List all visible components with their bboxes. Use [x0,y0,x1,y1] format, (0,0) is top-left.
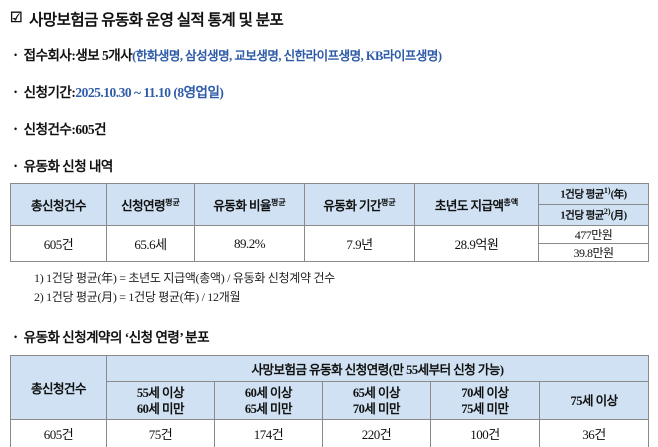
bullet-icon: • [14,124,17,134]
section-heading-text: 유동화 신청계약의 ‘신청 연령’ 분포 [23,330,210,346]
bullet-value: 605건 [75,122,107,137]
summary-table: 총신청건수 신청연령평균 유동화 비율평균 유동화 기간평균 초년도 지급액총액… [10,183,649,262]
th-age-group-span: 사망보험금 유동화 신청연령(만 55세부터 신청 가능) [105,355,650,383]
bullet-value: 2025.10.30 ~ 11.10 (8영업일) [75,85,224,100]
th-liquidation-period: 유동화 기간평균 [304,183,415,226]
th-total-applications: 총신청건수 [10,183,107,226]
bullet-liquidation-details-heading: • 유동화 신청 내역 [12,155,648,175]
th-average-age: 신청연령평균 [106,183,195,226]
cell-liquidation-ratio: 89.2% [194,225,305,262]
bullet-value: 생보 5개사 [75,48,133,63]
th-liquidation-ratio: 유동화 비율평균 [194,183,305,226]
th-first-year-payment: 초년도 지급액총액 [414,183,539,226]
footnote-2: 2) 1건당 평균(月) = 1건당 평균(年) / 12개월 [34,289,241,304]
bullet-label: 신청기간 [23,85,72,100]
th-total-applications: 총신청건수 [10,355,107,421]
bullet-icon: • [14,87,17,97]
th-age-70-75: 70세 이상 75세 미만 [430,381,540,421]
bullet-application-period: • 신청기간 : 2025.10.30 ~ 11.10 (8영업일) [12,81,648,101]
th-age-75-plus: 75세 이상 [538,381,650,421]
cell-average-age: 65.6세 [106,225,195,262]
cell-age-60-65: 174건 [214,419,323,447]
age-distribution-heading: • 유동화 신청계약의 ‘신청 연령’ 분포 [12,326,648,346]
bullet-received-companies: • 접수회사 : 생보 5개사 (한화생명, 삼성생명, 교보생명, 신한라이프… [12,44,648,64]
footnotes: 1) 1건당 평균(年) = 초년도 지급액(총액) / 유동화 신청계약 건수… [34,269,648,306]
bullet-label: 접수회사 [23,48,72,63]
cell-age-70-75: 100건 [430,419,540,447]
cell-age-65-70: 220건 [322,419,431,447]
bullet-separator: : [71,85,76,100]
cell-first-year-payment: 28.9억원 [414,225,539,262]
bullet-icon: • [14,332,17,343]
footnote-1: 1) 1건당 평균(年) = 초년도 지급액(총액) / 유동화 신청계약 건수 [34,271,335,285]
th-age-60-65: 60세 이상 65세 미만 [214,381,323,421]
cell-per-case-average-month: 39.8만원 [538,243,649,262]
cell-total-applications: 605건 [10,225,107,262]
cell-per-case-average-year: 477만원 [538,225,649,244]
bullet-label: 신청건수 [23,122,72,137]
cell-age-55-60: 75건 [106,419,215,447]
bullet-separator: : [71,48,76,63]
section-heading-text: 유동화 신청 내역 [23,159,114,174]
age-distribution-table: 총신청건수 사망보험금 유동화 신청연령(만 55세부터 신청 가능) 55세 … [10,355,650,447]
bullet-detail: (한화생명, 삼성생명, 교보생명, 신한라이프생명, KB라이프생명) [132,49,442,63]
th-age-65-70: 65세 이상 70세 미만 [322,381,431,421]
bullet-application-count: • 신청건수 : 605건 [12,118,648,138]
th-per-case-average-month: 1건당 평균2)(月) [538,204,649,226]
bullet-icon: • [14,50,17,60]
cell-total-applications: 605건 [10,419,107,447]
th-age-55-60: 55세 이상 60세 미만 [106,381,215,421]
bullet-separator: : [71,122,76,137]
bullet-icon: • [14,161,17,171]
checked-checkbox-icon: ☑ [10,10,23,26]
page-title-text: 사망보험금 유동화 운영 실적 통계 및 분포 [29,12,284,29]
cell-liquidation-period: 7.9년 [304,225,415,262]
th-per-case-average-year: 1건당 평균1)(年) [538,183,649,205]
page-title: ☑ 사망보험금 유동화 운영 실적 통계 및 분포 [10,8,648,30]
cell-age-75-plus: 36건 [538,419,650,447]
